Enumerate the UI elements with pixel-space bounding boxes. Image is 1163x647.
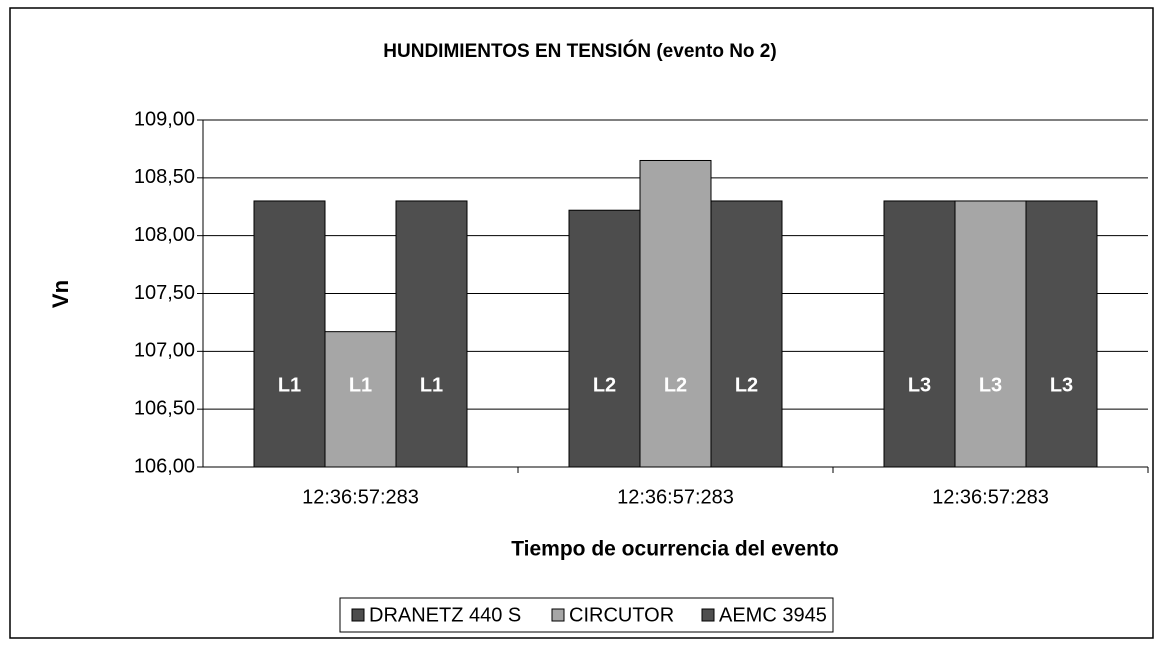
x-tick-label: 12:36:57:283 bbox=[932, 486, 1049, 508]
x-axis-label: Tiempo de ocurrencia del evento bbox=[511, 538, 839, 561]
bar bbox=[568, 209, 641, 468]
y-axis-label: Vn bbox=[48, 280, 73, 308]
y-tick-label: 108,50 bbox=[134, 166, 195, 188]
bar bbox=[324, 331, 397, 468]
bar bbox=[253, 200, 326, 468]
legend-swatch bbox=[701, 608, 715, 622]
bar-label: L3 bbox=[1050, 374, 1073, 396]
legend-box bbox=[339, 597, 834, 633]
legend-swatch bbox=[351, 608, 365, 622]
legend-label: CIRCUTOR bbox=[569, 604, 674, 626]
bar-label: L3 bbox=[979, 374, 1002, 396]
x-tick-label: 12:36:57:283 bbox=[302, 486, 419, 508]
bar bbox=[1025, 200, 1098, 468]
legend-swatch bbox=[551, 608, 565, 622]
bar-label: L3 bbox=[908, 374, 931, 396]
y-tick-label: 107,50 bbox=[134, 282, 195, 304]
legend-label: DRANETZ 440 S bbox=[369, 604, 521, 626]
bar-label: L2 bbox=[593, 374, 616, 396]
bar bbox=[639, 159, 712, 468]
legend-label: AEMC 3945 bbox=[719, 604, 827, 626]
bar-label: L1 bbox=[420, 374, 443, 396]
bar-label: L1 bbox=[349, 374, 372, 396]
chart-title: HUNDIMIENTOS EN TENSIÓN (evento No 2) bbox=[383, 40, 776, 62]
bar bbox=[395, 200, 468, 468]
bar-label: L2 bbox=[735, 374, 758, 396]
bar bbox=[954, 200, 1027, 468]
y-tick-label: 107,00 bbox=[134, 340, 195, 362]
y-tick-label: 108,00 bbox=[134, 224, 195, 246]
y-tick-label: 106,50 bbox=[134, 397, 195, 419]
bar bbox=[883, 200, 956, 468]
bar-label: L2 bbox=[664, 374, 687, 396]
bar-label: L1 bbox=[278, 374, 301, 396]
y-tick-label: 109,00 bbox=[134, 108, 195, 130]
bar bbox=[710, 200, 783, 468]
y-tick-label: 106,00 bbox=[134, 455, 195, 477]
x-tick-label: 12:36:57:283 bbox=[617, 486, 734, 508]
